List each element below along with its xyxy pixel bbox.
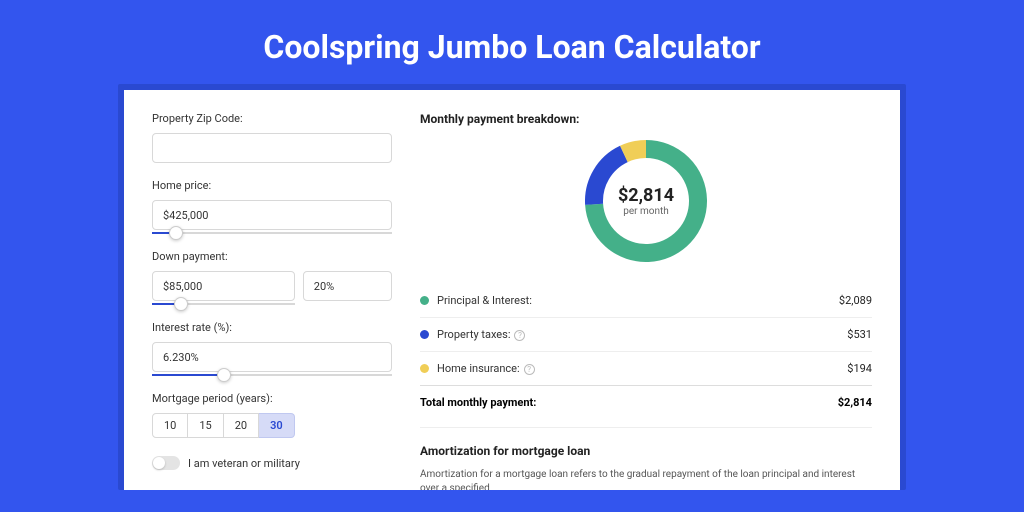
period-btn-30[interactable]: 30 — [259, 413, 295, 438]
period-btn-15[interactable]: 15 — [188, 413, 223, 438]
down-pct-input[interactable] — [303, 271, 392, 301]
legend: Principal & Interest:$2,089Property taxe… — [420, 284, 872, 385]
period-buttons: 10152030 — [152, 413, 392, 438]
legend-label: Property taxes:? — [437, 328, 847, 341]
rate-slider[interactable] — [152, 374, 392, 376]
legend-dot — [420, 330, 429, 339]
legend-value: $194 — [847, 362, 872, 375]
legend-dot — [420, 364, 429, 373]
total-row: Total monthly payment: $2,814 — [420, 385, 872, 419]
amort-section: Amortization for mortgage loan Amortizat… — [420, 427, 872, 490]
rate-input[interactable] — [152, 342, 392, 372]
legend-value: $531 — [847, 328, 872, 341]
period-btn-10[interactable]: 10 — [152, 413, 188, 438]
down-label: Down payment: — [152, 250, 392, 263]
total-value: $2,814 — [838, 396, 872, 409]
page-title: Coolspring Jumbo Loan Calculator — [0, 0, 1024, 84]
down-slider[interactable] — [152, 303, 295, 305]
veteran-toggle[interactable] — [152, 456, 180, 470]
legend-value: $2,089 — [839, 294, 872, 307]
price-input[interactable] — [152, 200, 392, 230]
down-field: Down payment: — [152, 250, 392, 305]
zip-input[interactable] — [152, 133, 392, 163]
rate-label: Interest rate (%): — [152, 321, 392, 334]
calculator-card: Property Zip Code: Home price: Down paym… — [124, 90, 900, 490]
legend-row: Principal & Interest:$2,089 — [420, 284, 872, 318]
donut-amount: $2,814 — [618, 185, 674, 206]
legend-row: Home insurance:?$194 — [420, 352, 872, 385]
down-amount-input[interactable] — [152, 271, 295, 301]
breakdown-panel: Monthly payment breakdown: $2,814 per mo… — [420, 112, 872, 490]
info-icon[interactable]: ? — [514, 330, 525, 341]
veteran-label: I am veteran or military — [188, 457, 300, 470]
zip-field: Property Zip Code: — [152, 112, 392, 163]
rate-slider-thumb[interactable] — [217, 368, 231, 382]
price-field: Home price: — [152, 179, 392, 234]
amort-text: Amortization for a mortgage loan refers … — [420, 468, 872, 490]
breakdown-title: Monthly payment breakdown: — [420, 112, 872, 126]
legend-label: Principal & Interest: — [437, 294, 839, 307]
legend-dot — [420, 296, 429, 305]
price-label: Home price: — [152, 179, 392, 192]
donut-sub: per month — [623, 206, 669, 217]
zip-label: Property Zip Code: — [152, 112, 392, 125]
veteran-row: I am veteran or military — [152, 456, 392, 470]
donut-chart: $2,814 per month — [585, 140, 707, 262]
legend-label: Home insurance:? — [437, 362, 847, 375]
rate-field: Interest rate (%): — [152, 321, 392, 376]
price-slider[interactable] — [152, 232, 392, 234]
down-slider-thumb[interactable] — [174, 297, 188, 311]
period-btn-20[interactable]: 20 — [224, 413, 259, 438]
legend-row: Property taxes:?$531 — [420, 318, 872, 352]
period-field: Mortgage period (years): 10152030 — [152, 392, 392, 438]
form-panel: Property Zip Code: Home price: Down paym… — [152, 112, 392, 490]
amort-title: Amortization for mortgage loan — [420, 444, 872, 458]
card-wrap: Property Zip Code: Home price: Down paym… — [118, 84, 906, 490]
total-label: Total monthly payment: — [420, 396, 838, 409]
period-label: Mortgage period (years): — [152, 392, 392, 405]
info-icon[interactable]: ? — [524, 364, 535, 375]
price-slider-thumb[interactable] — [169, 226, 183, 240]
donut-wrap: $2,814 per month — [420, 140, 872, 262]
donut-center: $2,814 per month — [585, 140, 707, 262]
